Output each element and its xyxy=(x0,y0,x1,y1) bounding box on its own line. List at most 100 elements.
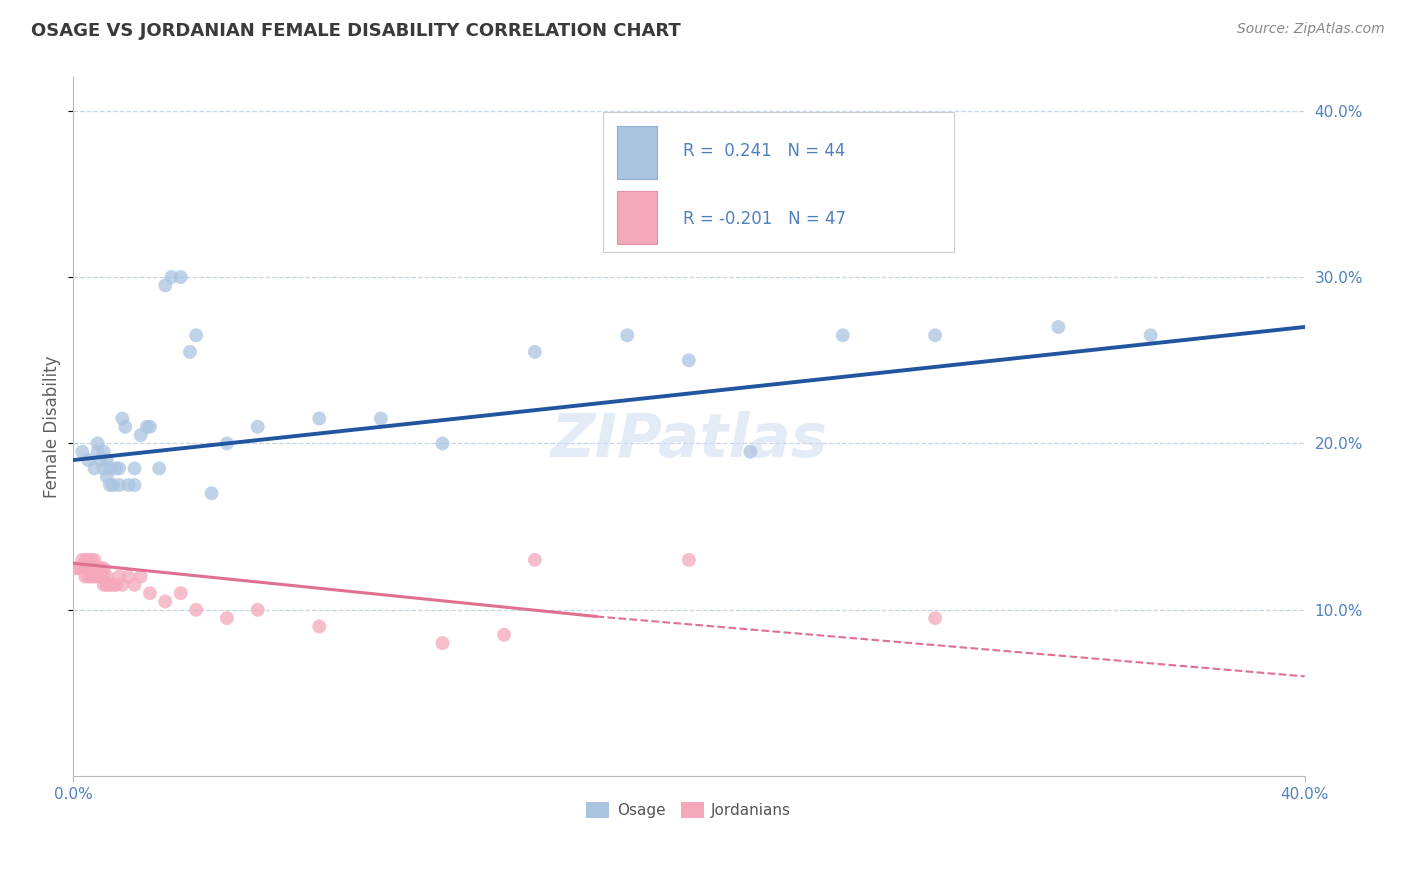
Point xyxy=(83,461,105,475)
Point xyxy=(108,461,131,475)
Point xyxy=(246,603,269,617)
Point xyxy=(117,569,139,583)
Point xyxy=(101,478,124,492)
Point xyxy=(678,553,700,567)
Point xyxy=(308,411,330,425)
Point xyxy=(129,428,152,442)
Point xyxy=(80,561,103,575)
Point xyxy=(124,461,146,475)
Point xyxy=(93,578,115,592)
FancyBboxPatch shape xyxy=(617,127,657,178)
Text: Source: ZipAtlas.com: Source: ZipAtlas.com xyxy=(1237,22,1385,37)
Point xyxy=(90,569,112,583)
Point xyxy=(616,328,638,343)
Point xyxy=(86,444,108,458)
Point xyxy=(135,419,157,434)
Point xyxy=(432,436,454,450)
Point xyxy=(155,278,177,293)
Point xyxy=(124,578,146,592)
Point xyxy=(148,461,170,475)
Point xyxy=(139,586,162,600)
Point xyxy=(179,345,201,359)
Point xyxy=(124,478,146,492)
Point xyxy=(65,561,87,575)
Point xyxy=(96,569,118,583)
Point xyxy=(1047,320,1070,334)
Point xyxy=(492,628,515,642)
Point xyxy=(924,328,946,343)
Point xyxy=(523,553,546,567)
Point xyxy=(75,553,97,567)
FancyBboxPatch shape xyxy=(603,112,953,252)
Point xyxy=(77,553,100,567)
Point xyxy=(67,561,90,575)
Point xyxy=(155,594,177,608)
Point xyxy=(96,578,118,592)
Point xyxy=(117,478,139,492)
Point xyxy=(83,569,105,583)
Point xyxy=(77,561,100,575)
Point xyxy=(129,569,152,583)
Point xyxy=(170,270,193,285)
Point xyxy=(77,569,100,583)
Point xyxy=(678,353,700,368)
Point xyxy=(98,461,121,475)
Point xyxy=(114,419,136,434)
Point xyxy=(83,553,105,567)
Point xyxy=(308,619,330,633)
Point xyxy=(139,419,162,434)
Point xyxy=(523,345,546,359)
Point xyxy=(160,270,183,285)
Point xyxy=(86,436,108,450)
Point xyxy=(200,486,222,500)
Point xyxy=(93,569,115,583)
FancyBboxPatch shape xyxy=(617,191,657,244)
Point xyxy=(215,436,238,450)
Point xyxy=(80,553,103,567)
Point xyxy=(96,469,118,483)
Point xyxy=(184,603,207,617)
Text: ZIPatlas: ZIPatlas xyxy=(550,411,827,470)
Point xyxy=(98,578,121,592)
Text: OSAGE VS JORDANIAN FEMALE DISABILITY CORRELATION CHART: OSAGE VS JORDANIAN FEMALE DISABILITY COR… xyxy=(31,22,681,40)
Point xyxy=(86,561,108,575)
Point xyxy=(105,578,128,592)
Point xyxy=(86,569,108,583)
Point xyxy=(90,453,112,467)
Point xyxy=(70,561,93,575)
Text: R = -0.201   N = 47: R = -0.201 N = 47 xyxy=(683,210,845,227)
Point xyxy=(75,569,97,583)
Legend: Osage, Jordanians: Osage, Jordanians xyxy=(581,797,797,824)
Point xyxy=(93,444,115,458)
Point xyxy=(831,328,853,343)
Point xyxy=(75,561,97,575)
Point xyxy=(80,569,103,583)
Point xyxy=(80,561,103,575)
Point xyxy=(924,611,946,625)
Point xyxy=(170,586,193,600)
Point xyxy=(70,444,93,458)
Point xyxy=(98,478,121,492)
Point xyxy=(93,461,115,475)
Y-axis label: Female Disability: Female Disability xyxy=(44,356,60,498)
Point xyxy=(432,636,454,650)
Point xyxy=(77,453,100,467)
Text: R =  0.241   N = 44: R = 0.241 N = 44 xyxy=(683,142,845,160)
Point xyxy=(105,461,128,475)
Point xyxy=(96,453,118,467)
Point xyxy=(93,561,115,575)
Point xyxy=(83,561,105,575)
Point xyxy=(215,611,238,625)
Point xyxy=(740,444,762,458)
Point xyxy=(111,578,134,592)
Point xyxy=(70,553,93,567)
Point xyxy=(108,478,131,492)
Point xyxy=(90,561,112,575)
Point xyxy=(111,411,134,425)
Point xyxy=(77,561,100,575)
Point xyxy=(370,411,392,425)
Point xyxy=(1139,328,1161,343)
Point xyxy=(184,328,207,343)
Point xyxy=(101,578,124,592)
Point xyxy=(108,569,131,583)
